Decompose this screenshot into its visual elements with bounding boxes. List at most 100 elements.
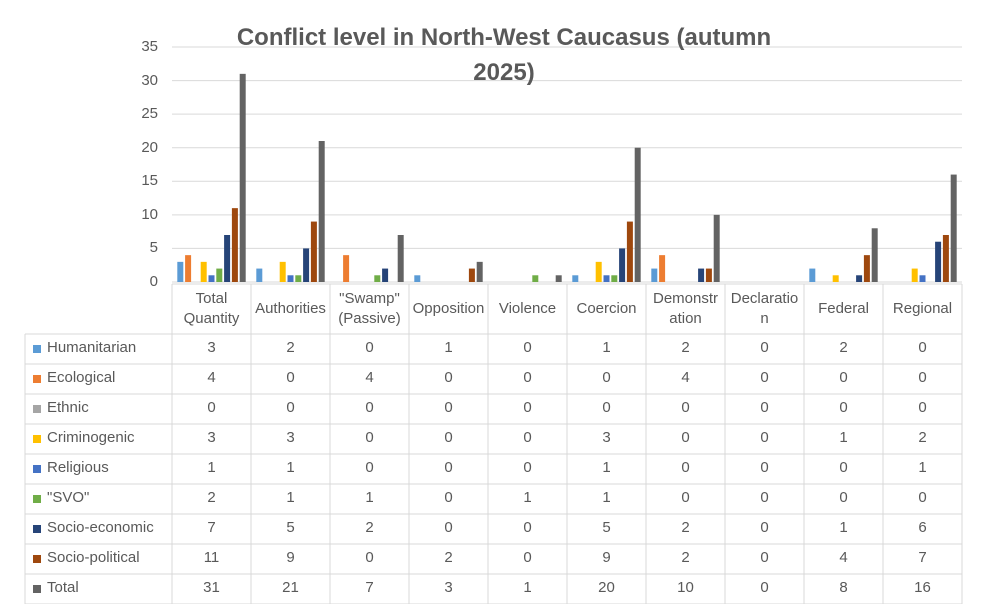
bar	[397, 235, 404, 282]
legend-label: Socio-political	[47, 549, 140, 566]
x-tick-label: Coercion	[576, 300, 637, 317]
bar	[713, 214, 720, 282]
bar	[651, 268, 658, 282]
table-value: 0	[365, 459, 374, 476]
bar	[318, 141, 325, 282]
table-value: 0	[918, 489, 927, 506]
table-value: 0	[681, 399, 690, 416]
bar	[572, 275, 579, 282]
bar	[532, 275, 539, 282]
legend-key	[33, 405, 41, 413]
legend-key	[33, 525, 41, 533]
table-value: 0	[365, 339, 374, 356]
legend-key	[33, 435, 41, 443]
table-value: 0	[839, 489, 848, 506]
table-value: 1	[602, 489, 611, 506]
table-value: 0	[681, 429, 690, 446]
y-tick-label: 30	[141, 71, 158, 89]
legend-key	[33, 345, 41, 353]
table-value: 0	[523, 399, 532, 416]
table-value: 0	[523, 369, 532, 386]
legend-label: Humanitarian	[47, 339, 137, 356]
table-value: 0	[444, 399, 453, 416]
table-value: 9	[286, 549, 295, 566]
x-tick-label: Federal	[818, 300, 869, 317]
table-value: 0	[760, 549, 769, 566]
bar	[863, 255, 870, 282]
table-value: 11	[203, 549, 220, 566]
x-tick-label: Total Quantity	[183, 290, 240, 327]
table-value: 2	[681, 549, 690, 566]
table-value: 2	[681, 339, 690, 356]
x-tick-label: Regional	[892, 300, 953, 317]
legend-label: Ecological	[47, 369, 116, 386]
table-value: 3	[207, 339, 216, 356]
table-value: 2	[681, 519, 690, 536]
table-value: 7	[365, 579, 374, 596]
table-value: 7	[207, 519, 216, 536]
bar	[659, 255, 666, 282]
legend-key	[33, 465, 41, 473]
table-value: 0	[365, 549, 374, 566]
table-value: 1	[918, 459, 927, 476]
table-value: 0	[839, 399, 848, 416]
table-value: 0	[602, 369, 611, 386]
bar	[950, 174, 957, 282]
table-value: 3	[444, 579, 453, 596]
table-value: 0	[286, 369, 295, 386]
bar	[231, 208, 238, 282]
bar	[224, 235, 231, 282]
y-tick-label: 10	[141, 205, 158, 223]
table-value: 5	[602, 519, 611, 536]
bar	[698, 268, 705, 282]
table-value: 20	[598, 579, 615, 596]
chart-title: Conflict level in North-West Caucasus (a…	[236, 24, 772, 86]
table-value: 0	[918, 339, 927, 356]
bar	[177, 261, 184, 282]
table-value: 1	[602, 339, 611, 356]
table-value: 4	[207, 369, 216, 386]
table-value: 1	[839, 429, 848, 446]
bar	[468, 268, 475, 282]
legend-label: Total	[47, 579, 79, 596]
legend-label: Ethnic	[47, 399, 89, 416]
x-tick-label: Declaration	[730, 290, 799, 327]
bar	[871, 228, 878, 282]
legend-label: Religious	[47, 459, 109, 476]
table-value: 0	[286, 399, 295, 416]
x-tick-label: Violence	[498, 300, 557, 317]
table-value: 0	[760, 489, 769, 506]
table-value: 0	[444, 459, 453, 476]
legend-key	[33, 585, 41, 593]
table-value: 6	[918, 519, 927, 536]
table-value: 0	[918, 369, 927, 386]
bar	[911, 268, 918, 282]
bar	[626, 221, 633, 282]
table-value: 0	[523, 429, 532, 446]
table-value: 0	[839, 369, 848, 386]
y-tick-label: 0	[149, 273, 158, 290]
table-value: 0	[681, 489, 690, 506]
bar	[555, 275, 562, 282]
table-value: 0	[444, 369, 453, 386]
table-value: 3	[602, 429, 611, 446]
bar	[310, 221, 317, 282]
table-value: 0	[839, 459, 848, 476]
table-value: 0	[760, 519, 769, 536]
table-value: 0	[365, 429, 374, 446]
table-value: 0	[444, 519, 453, 536]
bar	[185, 255, 192, 282]
table-value: 0	[523, 339, 532, 356]
bar	[279, 261, 286, 282]
bar	[343, 255, 350, 282]
table-value: 0	[523, 519, 532, 536]
y-tick-label: 35	[141, 38, 158, 55]
bar	[239, 73, 246, 282]
table-value: 0	[918, 399, 927, 416]
table-value: 2	[918, 429, 927, 446]
table-value: 1	[286, 489, 295, 506]
bar	[634, 147, 641, 282]
bar	[382, 268, 389, 282]
table-value: 0	[760, 369, 769, 386]
